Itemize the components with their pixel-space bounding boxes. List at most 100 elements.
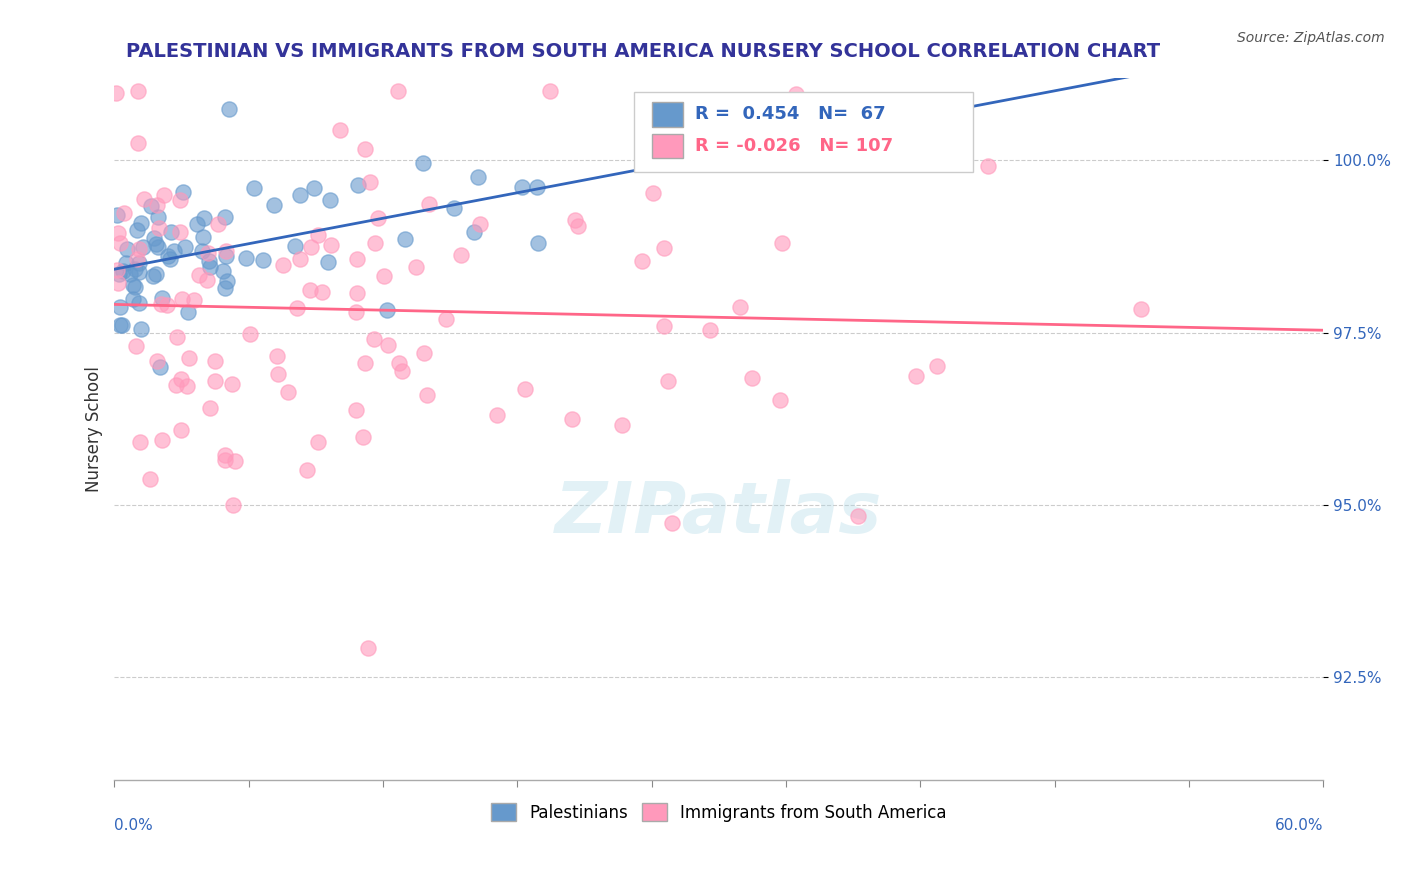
- Point: [108, 318, 131, 332]
- Point: [114, 256, 136, 270]
- Point: [443, 202, 465, 216]
- Point: [214, 448, 236, 462]
- Point: [470, 217, 492, 231]
- Point: [198, 260, 221, 274]
- Point: [316, 254, 339, 268]
- Point: [364, 235, 387, 250]
- Point: [299, 283, 322, 297]
- Point: [329, 123, 352, 137]
- Point: [128, 265, 150, 279]
- Point: [127, 84, 149, 98]
- Point: [212, 264, 235, 278]
- Point: [105, 263, 128, 277]
- Point: [107, 227, 129, 241]
- Text: Source: ZipAtlas.com: Source: ZipAtlas.com: [1237, 31, 1385, 45]
- Point: [357, 640, 380, 655]
- Point: [148, 359, 170, 374]
- Point: [346, 178, 368, 192]
- Point: [977, 159, 1000, 173]
- Point: [132, 193, 155, 207]
- Point: [176, 379, 198, 393]
- Y-axis label: Nursery School: Nursery School: [86, 366, 103, 491]
- Point: [1129, 302, 1152, 317]
- Point: [193, 211, 215, 226]
- Point: [375, 303, 398, 318]
- Point: [183, 293, 205, 308]
- Point: [124, 262, 146, 277]
- Point: [111, 318, 134, 332]
- Point: [160, 225, 183, 239]
- Point: [105, 207, 128, 221]
- Point: [515, 382, 537, 396]
- Point: [561, 412, 583, 426]
- Point: [266, 349, 288, 363]
- Point: [388, 356, 411, 370]
- Point: [124, 279, 146, 293]
- Point: [186, 218, 208, 232]
- Point: [127, 136, 149, 151]
- FancyBboxPatch shape: [634, 92, 973, 172]
- Point: [630, 254, 652, 268]
- Point: [214, 453, 236, 467]
- Point: [217, 274, 239, 288]
- Point: [235, 251, 257, 265]
- Point: [285, 301, 308, 315]
- Point: [148, 240, 170, 254]
- Point: [221, 498, 243, 512]
- Point: [567, 219, 589, 233]
- Point: [302, 181, 325, 195]
- Text: PALESTINIAN VS IMMIGRANTS FROM SOUTH AMERICA NURSERY SCHOOL CORRELATION CHART: PALESTINIAN VS IMMIGRANTS FROM SOUTH AME…: [127, 42, 1160, 61]
- Point: [169, 225, 191, 239]
- Point: [221, 376, 243, 391]
- Point: [363, 332, 385, 346]
- Point: [214, 211, 236, 225]
- Point: [195, 273, 218, 287]
- Point: [159, 252, 181, 266]
- Point: [121, 277, 143, 292]
- Point: [163, 244, 186, 259]
- Point: [657, 374, 679, 388]
- Point: [146, 354, 169, 368]
- Point: [785, 87, 807, 101]
- Point: [394, 232, 416, 246]
- Point: [170, 423, 193, 437]
- Point: [770, 236, 793, 251]
- Point: [405, 260, 427, 274]
- Point: [111, 264, 134, 278]
- Point: [290, 188, 312, 202]
- Point: [344, 402, 367, 417]
- Point: [187, 268, 209, 283]
- Point: [198, 254, 221, 268]
- Point: [177, 305, 200, 319]
- Point: [145, 236, 167, 251]
- Point: [527, 235, 550, 250]
- Point: [166, 329, 188, 343]
- Legend: Palestinians, Immigrants from South America: Palestinians, Immigrants from South Amer…: [485, 797, 953, 829]
- Point: [308, 228, 330, 243]
- Point: [218, 102, 240, 116]
- Point: [104, 86, 127, 100]
- Text: 60.0%: 60.0%: [1275, 818, 1323, 833]
- Point: [108, 300, 131, 314]
- Point: [346, 286, 368, 301]
- Text: R =  0.454   N=  67: R = 0.454 N= 67: [695, 105, 886, 123]
- Point: [120, 267, 142, 281]
- Point: [128, 256, 150, 270]
- Point: [165, 378, 187, 392]
- Point: [741, 371, 763, 385]
- Point: [463, 225, 485, 239]
- Point: [510, 180, 533, 194]
- FancyBboxPatch shape: [652, 103, 682, 127]
- Point: [172, 186, 194, 200]
- Point: [124, 339, 146, 353]
- Point: [319, 193, 342, 207]
- Point: [346, 252, 368, 267]
- Point: [197, 246, 219, 260]
- Point: [191, 230, 214, 244]
- Point: [146, 198, 169, 212]
- FancyBboxPatch shape: [652, 134, 682, 159]
- Text: R = -0.026   N= 107: R = -0.026 N= 107: [695, 136, 893, 155]
- Point: [299, 240, 322, 254]
- Point: [416, 388, 439, 402]
- Point: [156, 249, 179, 263]
